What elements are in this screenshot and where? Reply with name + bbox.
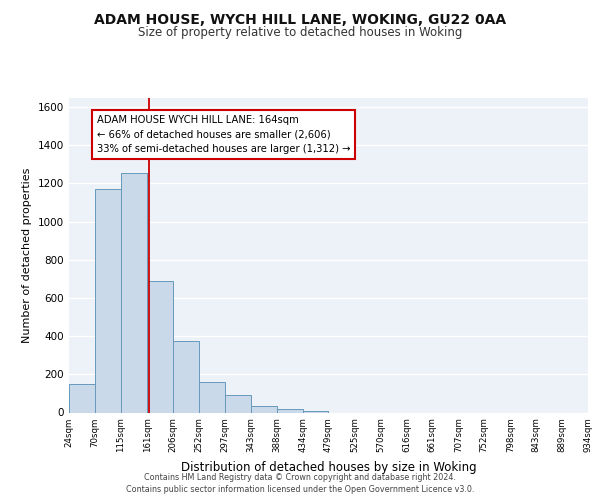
Bar (69, 384, 95, 412)
Text: Size of property relative to detached houses in Woking: Size of property relative to detached ho… (138, 26, 462, 39)
Y-axis label: Number of detached properties: Number of detached properties (22, 168, 32, 342)
Bar (251, 406, 277, 412)
Text: Contains HM Land Registry data © Crown copyright and database right 2024.
Contai: Contains HM Land Registry data © Crown c… (126, 472, 474, 494)
Text: ADAM HOUSE, WYCH HILL LANE, WOKING, GU22 0AA: ADAM HOUSE, WYCH HILL LANE, WOKING, GU22… (94, 12, 506, 26)
Text: ADAM HOUSE WYCH HILL LANE: 164sqm
← 66% of detached houses are smaller (2,606)
3: ADAM HOUSE WYCH HILL LANE: 164sqm ← 66% … (97, 114, 350, 154)
Bar (147, 281, 173, 412)
Bar (173, 341, 199, 412)
Bar (224, 396, 251, 412)
X-axis label: Distribution of detached houses by size in Woking: Distribution of detached houses by size … (181, 460, 476, 473)
Bar (277, 408, 303, 412)
Bar (95, 189, 121, 412)
Bar (199, 382, 224, 412)
Bar (303, 410, 329, 412)
Bar (121, 173, 147, 412)
